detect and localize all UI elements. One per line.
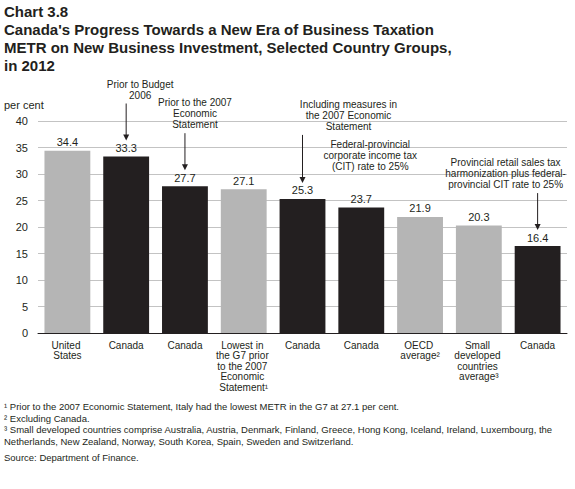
svg-text:25: 25 [16, 195, 28, 207]
svg-text:to the 2007: to the 2007 [217, 361, 270, 372]
svg-text:United: United [52, 340, 84, 351]
html-text:² Excluding Canada.: ² Excluding Canada. [4, 412, 90, 424]
svg-text:average³: average³ [459, 371, 499, 382]
svg-text:Lowest in: Lowest in [221, 340, 266, 351]
svg-text:33.3: 33.3 [115, 142, 136, 154]
html-text:Source: Department of Finance.: Source: Department of Finance. [4, 452, 139, 463]
svg-text:Small: Small [465, 340, 493, 351]
svg-text:States: States [53, 350, 81, 361]
svg-text:countries: countries [457, 361, 500, 372]
svg-text:21.9: 21.9 [409, 202, 430, 214]
svg-text:Statement¹: Statement¹ [219, 382, 269, 393]
svg-text:27.7: 27.7 [174, 172, 195, 184]
html-text:³ Small developed countries co: ³ Small developed countries comprise Aus… [4, 424, 553, 447]
svg-text:23.7: 23.7 [351, 193, 372, 205]
html-text:Provincial retail sales tax ha: Provincial retail sales tax harmonizatio… [445, 157, 566, 191]
svg-text:0: 0 [22, 327, 28, 339]
html-text:Including measures in the 2007: Including measures in the 2007 Economic … [299, 98, 398, 132]
html-text:Canada's Progress Towards a Ne: Canada's Progress Towards a New Era of B… [4, 21, 452, 74]
svg-text:5: 5 [22, 301, 28, 313]
svg-text:Canada: Canada [344, 340, 379, 351]
svg-text:Canada: Canada [167, 340, 202, 351]
svg-text:16.4: 16.4 [527, 232, 548, 244]
svg-text:30: 30 [16, 168, 28, 180]
html-text:Prior to the 2007 Economic Sta: Prior to the 2007 Economic Statement [158, 97, 232, 131]
svg-text:average²: average² [400, 350, 440, 361]
svg-text:Canada: Canada [109, 340, 144, 351]
svg-text:40: 40 [16, 115, 28, 127]
svg-text:20.3: 20.3 [468, 211, 489, 223]
svg-text:10: 10 [16, 274, 28, 286]
html-text:Federal-provincial corporate i: Federal-provincial corporate income tax … [323, 139, 417, 173]
svg-text:20: 20 [16, 221, 28, 233]
svg-text:25.3: 25.3 [292, 184, 313, 196]
html-text:per cent: per cent [4, 99, 44, 111]
html-text:Chart 3.8: Chart 3.8 [4, 3, 69, 20]
svg-text:OECD: OECD [404, 340, 436, 351]
svg-text:the G7 prior: the G7 prior [216, 350, 272, 361]
html-text:Prior to Budget 2006: Prior to Budget 2006 [106, 78, 174, 101]
svg-text:Economic: Economic [220, 371, 267, 382]
html-text:¹ Prior to the 2007 Economic S: ¹ Prior to the 2007 Economic Statement, … [4, 401, 399, 412]
svg-text:developed: developed [454, 350, 503, 361]
svg-text:27.1: 27.1 [233, 175, 254, 187]
svg-text:34.4: 34.4 [57, 136, 78, 148]
svg-text:Canada: Canada [520, 340, 555, 351]
svg-text:Canada: Canada [285, 340, 320, 351]
svg-text:35: 35 [16, 142, 28, 154]
svg-text:15: 15 [16, 248, 28, 260]
